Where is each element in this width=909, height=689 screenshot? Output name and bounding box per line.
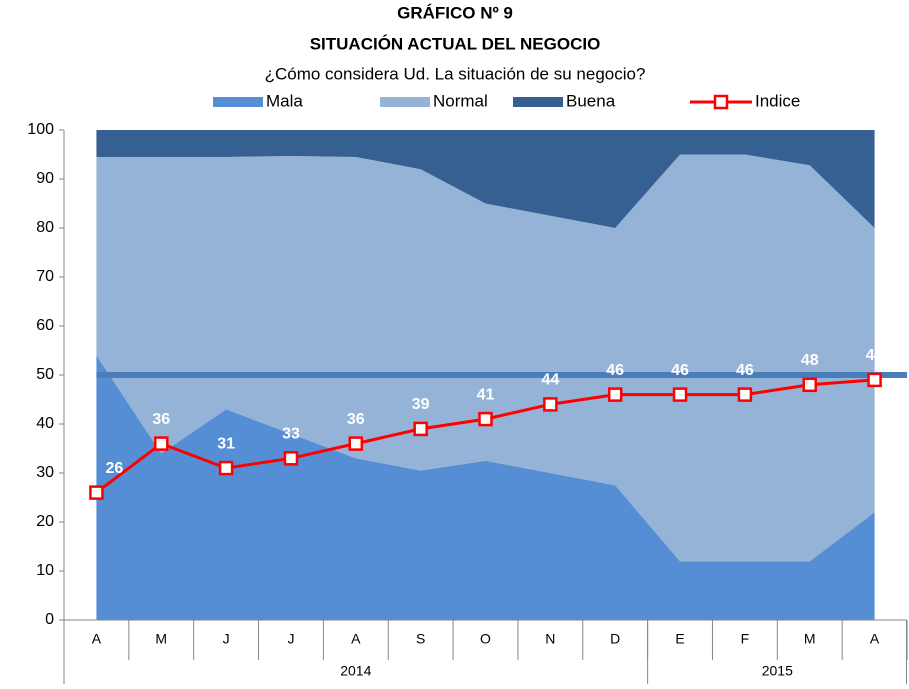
y-tick-label: 50	[36, 366, 54, 383]
legend-label: Buena	[566, 91, 616, 110]
index-marker	[348, 436, 364, 451]
y-tick-label: 10	[36, 562, 54, 579]
index-marker	[802, 377, 817, 393]
area-1	[96, 154, 875, 562]
index-marker	[154, 436, 169, 451]
index-marker	[543, 397, 558, 412]
legend-label: Normal	[433, 91, 488, 110]
legend-label: Mala	[266, 91, 303, 110]
x-tick-label: M	[155, 631, 167, 647]
x-tick-label: D	[610, 631, 620, 647]
value-label: 44	[541, 372, 559, 389]
value-label: 48	[801, 352, 819, 369]
y-tick-label: 100	[27, 121, 54, 138]
x-tick-label: N	[545, 631, 555, 647]
value-label: 31	[217, 435, 235, 452]
y-tick-label: 90	[36, 170, 54, 187]
legend-marker	[713, 94, 729, 110]
legend-swatch	[380, 97, 430, 107]
index-marker	[672, 387, 688, 402]
x-tick-label: M	[804, 631, 816, 647]
x-tick-label: O	[480, 631, 491, 647]
chart-subtitle: SITUACIÓN ACTUAL DEL NEGOCIO	[310, 34, 601, 53]
y-tick-label: 40	[36, 415, 54, 432]
x-group-label: 2014	[340, 663, 371, 679]
value-label: 49	[866, 347, 884, 364]
x-group-label: 2015	[762, 663, 793, 679]
x-tick-label: A	[870, 631, 880, 647]
value-label: 46	[671, 362, 689, 379]
value-label: 36	[347, 411, 365, 428]
y-tick-label: 20	[36, 513, 54, 530]
chart-title: GRÁFICO Nº 9	[397, 3, 513, 22]
value-label: 39	[412, 396, 430, 413]
x-tick-label: E	[675, 631, 684, 647]
index-marker	[89, 485, 104, 500]
area-2	[96, 130, 875, 228]
y-tick-label: 70	[36, 268, 54, 285]
index-marker	[607, 387, 623, 402]
x-tick-label: S	[416, 631, 425, 647]
legend-label: Indice	[755, 91, 800, 110]
index-marker	[283, 451, 299, 466]
index-marker	[478, 411, 493, 427]
x-tick-label: A	[92, 631, 102, 647]
value-label: 26	[106, 460, 124, 477]
index-marker	[737, 387, 753, 402]
value-label: 33	[282, 426, 300, 443]
y-tick-label: 0	[45, 611, 54, 628]
value-label: 46	[736, 362, 754, 379]
legend-swatch	[213, 97, 263, 107]
y-tick-label: 60	[36, 317, 54, 334]
value-label: 36	[152, 411, 170, 428]
value-label: 41	[477, 386, 495, 403]
chart-question: ¿Cómo considera Ud. La situación de su n…	[265, 64, 646, 83]
x-tick-label: F	[741, 631, 750, 647]
value-label: 46	[606, 362, 624, 379]
index-marker	[867, 372, 882, 388]
area-0	[96, 355, 875, 620]
x-tick-label: A	[351, 631, 361, 647]
legend-swatch	[513, 97, 563, 107]
x-tick-label: J	[287, 631, 294, 647]
index-marker	[413, 421, 428, 437]
index-marker	[218, 460, 234, 476]
y-tick-label: 30	[36, 464, 54, 481]
x-tick-label: J	[223, 631, 230, 647]
y-tick-label: 80	[36, 219, 54, 236]
